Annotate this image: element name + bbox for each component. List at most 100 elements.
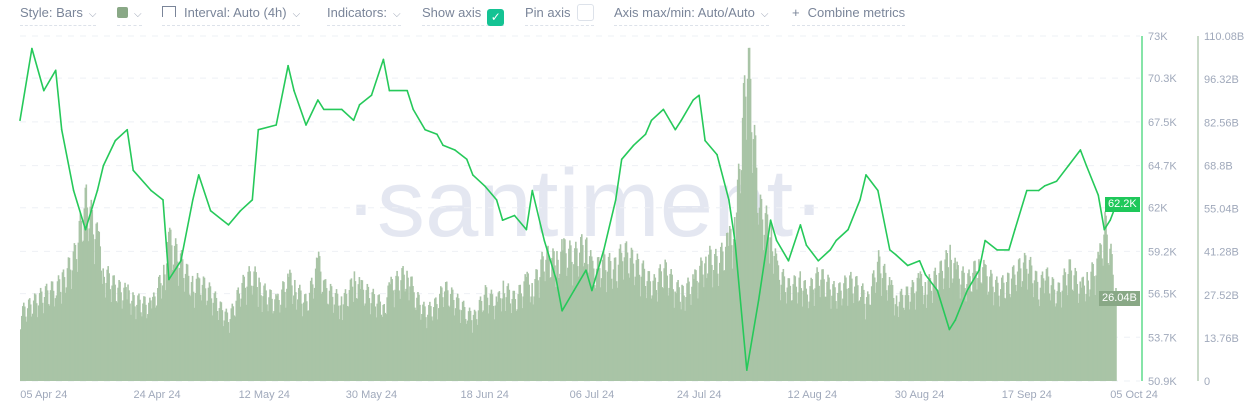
volume-bar — [339, 305, 342, 381]
volume-bar — [963, 272, 965, 381]
volume-bar — [198, 278, 201, 381]
volume-bar — [580, 236, 582, 381]
volume-bar — [307, 310, 310, 381]
color-dropdown[interactable]: ⌵ — [117, 4, 142, 26]
axis-maxmin-dropdown[interactable]: Axis max/min: Auto/Auto ⌵ — [614, 4, 769, 26]
price-point — [865, 174, 867, 176]
style-dropdown[interactable]: Style: Bars ⌵ — [20, 4, 97, 26]
volume-bar — [940, 260, 943, 381]
volume-bar — [871, 273, 874, 381]
volume-bar — [298, 288, 300, 381]
price-point — [775, 239, 778, 242]
volume-bar — [1079, 281, 1082, 381]
price-point — [239, 210, 242, 212]
volume-bar — [677, 279, 679, 381]
volume-bar — [927, 280, 930, 381]
volume-bar — [895, 295, 898, 381]
volume-bar — [540, 259, 542, 381]
volume-bar — [477, 310, 480, 381]
price-point — [561, 309, 563, 312]
y-right-tick-label: 68.8B — [1204, 160, 1233, 172]
price-point — [305, 124, 307, 126]
volume-bar — [768, 263, 771, 381]
interval-dropdown[interactable]: Interval: Auto (4h) ⌵ — [162, 4, 301, 26]
pin-axis-toggle[interactable]: Pin axis — [525, 4, 594, 26]
volume-bar — [1009, 297, 1012, 381]
volume-bar — [693, 278, 695, 381]
volume-bar — [31, 313, 34, 381]
volume-bar — [898, 301, 901, 381]
volume-bar — [159, 275, 161, 381]
volume-bar — [134, 306, 136, 381]
volume-bar — [890, 280, 893, 381]
volume-bar — [305, 301, 308, 381]
volume-bar — [251, 294, 253, 381]
volume-bar — [826, 281, 828, 381]
volume-bar — [945, 250, 947, 381]
y-right-tick-label: 96.32B — [1204, 74, 1239, 86]
volume-bar — [419, 304, 421, 381]
y-right-tick-label: 27.52B — [1204, 290, 1239, 302]
volume-bar — [794, 276, 797, 381]
price-point — [859, 199, 861, 201]
volume-bar — [484, 285, 487, 381]
volume-bar — [787, 278, 790, 381]
volume-bar — [226, 312, 229, 381]
volume-bar — [499, 298, 502, 381]
volume-bar — [145, 304, 147, 381]
volume-bar — [1041, 271, 1044, 381]
volume-bar — [396, 270, 398, 381]
volume-bar — [843, 283, 845, 381]
volume-bar — [832, 284, 834, 381]
volume-bar — [161, 285, 164, 381]
volume-bar — [827, 274, 829, 381]
volume-bar — [973, 261, 975, 381]
volume-bar — [148, 302, 150, 381]
volume-bar — [1034, 270, 1037, 381]
volume-bar — [237, 287, 240, 381]
checkbox-checked-icon[interactable]: ✓ — [487, 9, 505, 26]
volume-bar — [574, 248, 576, 381]
volume-bar — [270, 289, 272, 381]
volume-bar — [590, 256, 593, 381]
volume-bar — [637, 258, 640, 381]
volume-bar — [390, 276, 392, 381]
volume-bar — [855, 276, 857, 381]
volume-bar — [450, 287, 453, 381]
volume-bar — [195, 278, 198, 381]
volume-bar — [49, 290, 52, 381]
price-point — [358, 103, 361, 106]
indicators-dropdown[interactable]: Indicators: ⌵ — [327, 4, 401, 26]
volume-bar — [172, 264, 175, 381]
volume-bar — [404, 291, 406, 381]
volume-bar — [426, 328, 428, 381]
volume-bar — [373, 294, 376, 381]
volume-bar — [272, 313, 274, 381]
volume-bar — [694, 269, 696, 381]
volume-bar — [186, 264, 189, 381]
volume-bar — [823, 279, 825, 381]
volume-bar — [687, 277, 689, 381]
price-point — [412, 108, 414, 111]
x-tick-label: 24 Jul 24 — [677, 389, 722, 401]
volume-bar — [612, 269, 615, 381]
volume-bar — [48, 305, 51, 381]
volume-bar — [503, 293, 506, 381]
volume-bar — [582, 266, 585, 381]
volume-bar — [571, 261, 573, 381]
volume-bar — [127, 284, 129, 381]
volume-bar — [91, 210, 94, 381]
price-point — [168, 278, 170, 281]
volume-bar — [521, 308, 524, 381]
combine-metrics-button[interactable]: + Combine metrics — [792, 4, 906, 26]
volume-bar — [536, 269, 538, 381]
volume-bar — [908, 309, 911, 381]
show-axis-toggle[interactable]: Show axis ✓ — [422, 4, 505, 26]
x-tick-label: 05 Apr 24 — [20, 389, 67, 401]
volume-bar — [353, 271, 356, 381]
volume-bar — [568, 248, 570, 381]
pin-axis-label: Pin axis — [525, 5, 571, 20]
checkbox-unchecked-icon[interactable] — [576, 4, 594, 21]
volume-bar — [153, 292, 155, 381]
